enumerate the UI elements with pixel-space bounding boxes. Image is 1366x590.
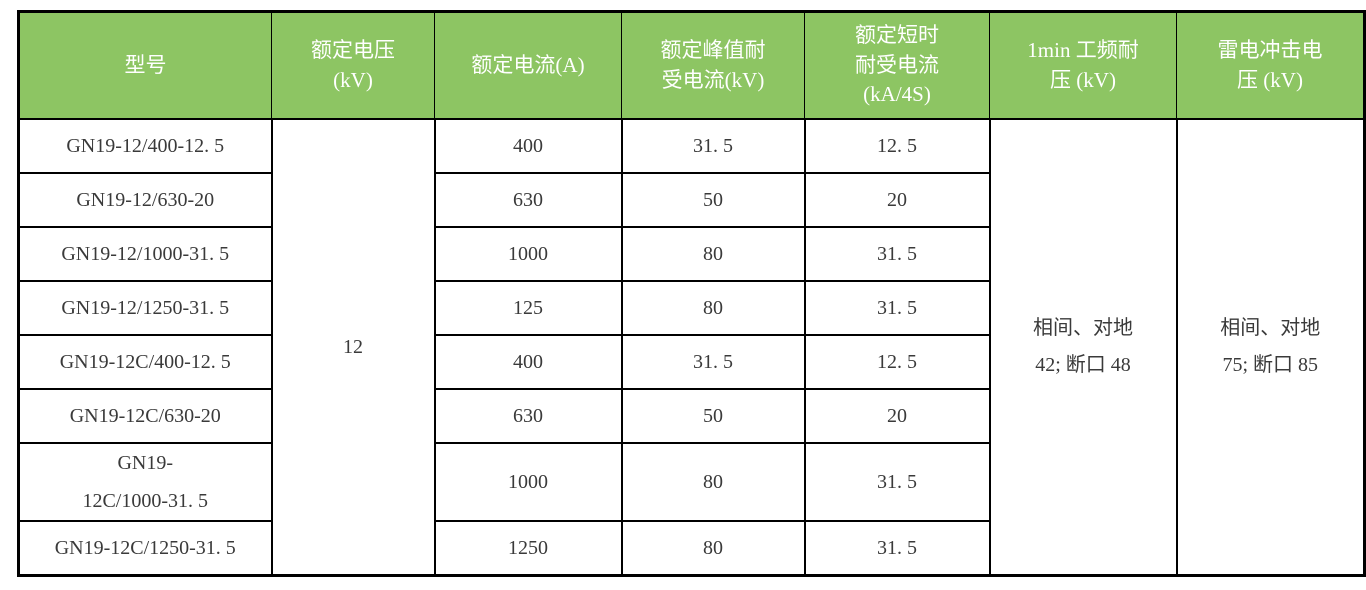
cell-peak-withstand-current: 80 bbox=[620, 442, 806, 522]
cell-model: GN19-12C/400-12. 5 bbox=[17, 334, 273, 390]
table-row: GN19-12C/400-12. 5 400 31. 5 12. 5 bbox=[17, 334, 1365, 390]
table-row: GN19-12/400-12. 5 12 400 31. 5 12. 5 相间、… bbox=[17, 118, 1366, 577]
table-body: GN19-12/400-12. 5 12 400 31. 5 12. 5 相间、… bbox=[17, 118, 1366, 577]
table-row: GN19-12/1250-31. 5 125 80 31. 5 bbox=[17, 280, 1365, 336]
cell-rated-voltage-merged: 12 bbox=[270, 118, 436, 577]
header-lightning-impulse-voltage: 雷电冲击电 压 (kV) bbox=[1176, 10, 1366, 120]
cell-peak-withstand-current: 50 bbox=[620, 388, 806, 444]
header-short-time-withstand-current: 额定短时 耐受电流 (kA/4S) bbox=[804, 10, 990, 120]
cell-rated-current: 1000 bbox=[433, 226, 623, 282]
header-model: 型号 bbox=[17, 10, 272, 120]
table-row: GN19-12/630-20 630 50 20 bbox=[17, 172, 1365, 228]
header-row: 型号 额定电压 (kV) 额定电流(A) 额定峰值耐 受电流(kV) 额定短时 … bbox=[17, 10, 1366, 120]
cell-rated-current: 400 bbox=[433, 334, 623, 390]
cell-rated-current: 630 bbox=[433, 388, 623, 444]
cell-short-time-withstand-current: 31. 5 bbox=[803, 442, 991, 522]
spec-table: 型号 额定电压 (kV) 额定电流(A) 额定峰值耐 受电流(kV) 额定短时 … bbox=[17, 10, 1366, 577]
table-row: GN19-12/1000-31. 5 1000 80 31. 5 bbox=[17, 226, 1365, 282]
cell-model: GN19-12/1250-31. 5 bbox=[17, 280, 273, 336]
cell-rated-current: 630 bbox=[433, 172, 623, 228]
cell-model: GN19-12/400-12. 5 bbox=[17, 118, 273, 174]
cell-short-time-withstand-current: 12. 5 bbox=[803, 334, 991, 390]
cell-short-time-withstand-current: 20 bbox=[803, 172, 991, 228]
cell-model: GN19-12C/1250-31. 5 bbox=[17, 520, 273, 577]
cell-model: GN19-12/630-20 bbox=[17, 172, 273, 228]
header-power-frequency-withstand-voltage: 1min 工频耐 压 (kV) bbox=[989, 10, 1177, 120]
cell-short-time-withstand-current: 20 bbox=[803, 388, 991, 444]
cell-rated-current: 125 bbox=[433, 280, 623, 336]
cell-model: GN19- 12C/1000-31. 5 bbox=[17, 442, 273, 522]
cell-peak-withstand-current: 80 bbox=[620, 520, 806, 577]
cell-short-time-withstand-current: 12. 5 bbox=[803, 118, 991, 174]
cell-short-time-withstand-current: 31. 5 bbox=[803, 280, 991, 336]
table-header: 型号 额定电压 (kV) 额定电流(A) 额定峰值耐 受电流(kV) 额定短时 … bbox=[17, 10, 1366, 120]
cell-rated-current: 1000 bbox=[433, 442, 623, 522]
cell-model: GN19-12C/630-20 bbox=[17, 388, 273, 444]
cell-peak-withstand-current: 80 bbox=[620, 280, 806, 336]
cell-rated-current: 400 bbox=[433, 118, 623, 174]
table-row: GN19-12C/1250-31. 5 1250 80 31. 5 bbox=[17, 520, 1365, 577]
cell-power-frequency-withstand-merged: 相间、对地 42; 断口 48 bbox=[988, 118, 1178, 577]
cell-peak-withstand-current: 31. 5 bbox=[620, 334, 806, 390]
table-row: GN19-12C/630-20 630 50 20 bbox=[17, 388, 1365, 444]
cell-rated-current: 1250 bbox=[433, 520, 623, 577]
header-rated-voltage: 额定电压 (kV) bbox=[271, 10, 435, 120]
cell-short-time-withstand-current: 31. 5 bbox=[803, 520, 991, 577]
cell-peak-withstand-current: 80 bbox=[620, 226, 806, 282]
cell-peak-withstand-current: 50 bbox=[620, 172, 806, 228]
cell-lightning-impulse-merged: 相间、对地 75; 断口 85 bbox=[1175, 118, 1366, 577]
cell-peak-withstand-current: 31. 5 bbox=[620, 118, 806, 174]
page: 型号 额定电压 (kV) 额定电流(A) 额定峰值耐 受电流(kV) 额定短时 … bbox=[0, 10, 1366, 590]
cell-short-time-withstand-current: 31. 5 bbox=[803, 226, 991, 282]
header-rated-current: 额定电流(A) bbox=[434, 10, 622, 120]
table-row: GN19- 12C/1000-31. 5 1000 80 31. 5 bbox=[17, 442, 1365, 522]
cell-model: GN19-12/1000-31. 5 bbox=[17, 226, 273, 282]
header-peak-withstand-current: 额定峰值耐 受电流(kV) bbox=[621, 10, 805, 120]
